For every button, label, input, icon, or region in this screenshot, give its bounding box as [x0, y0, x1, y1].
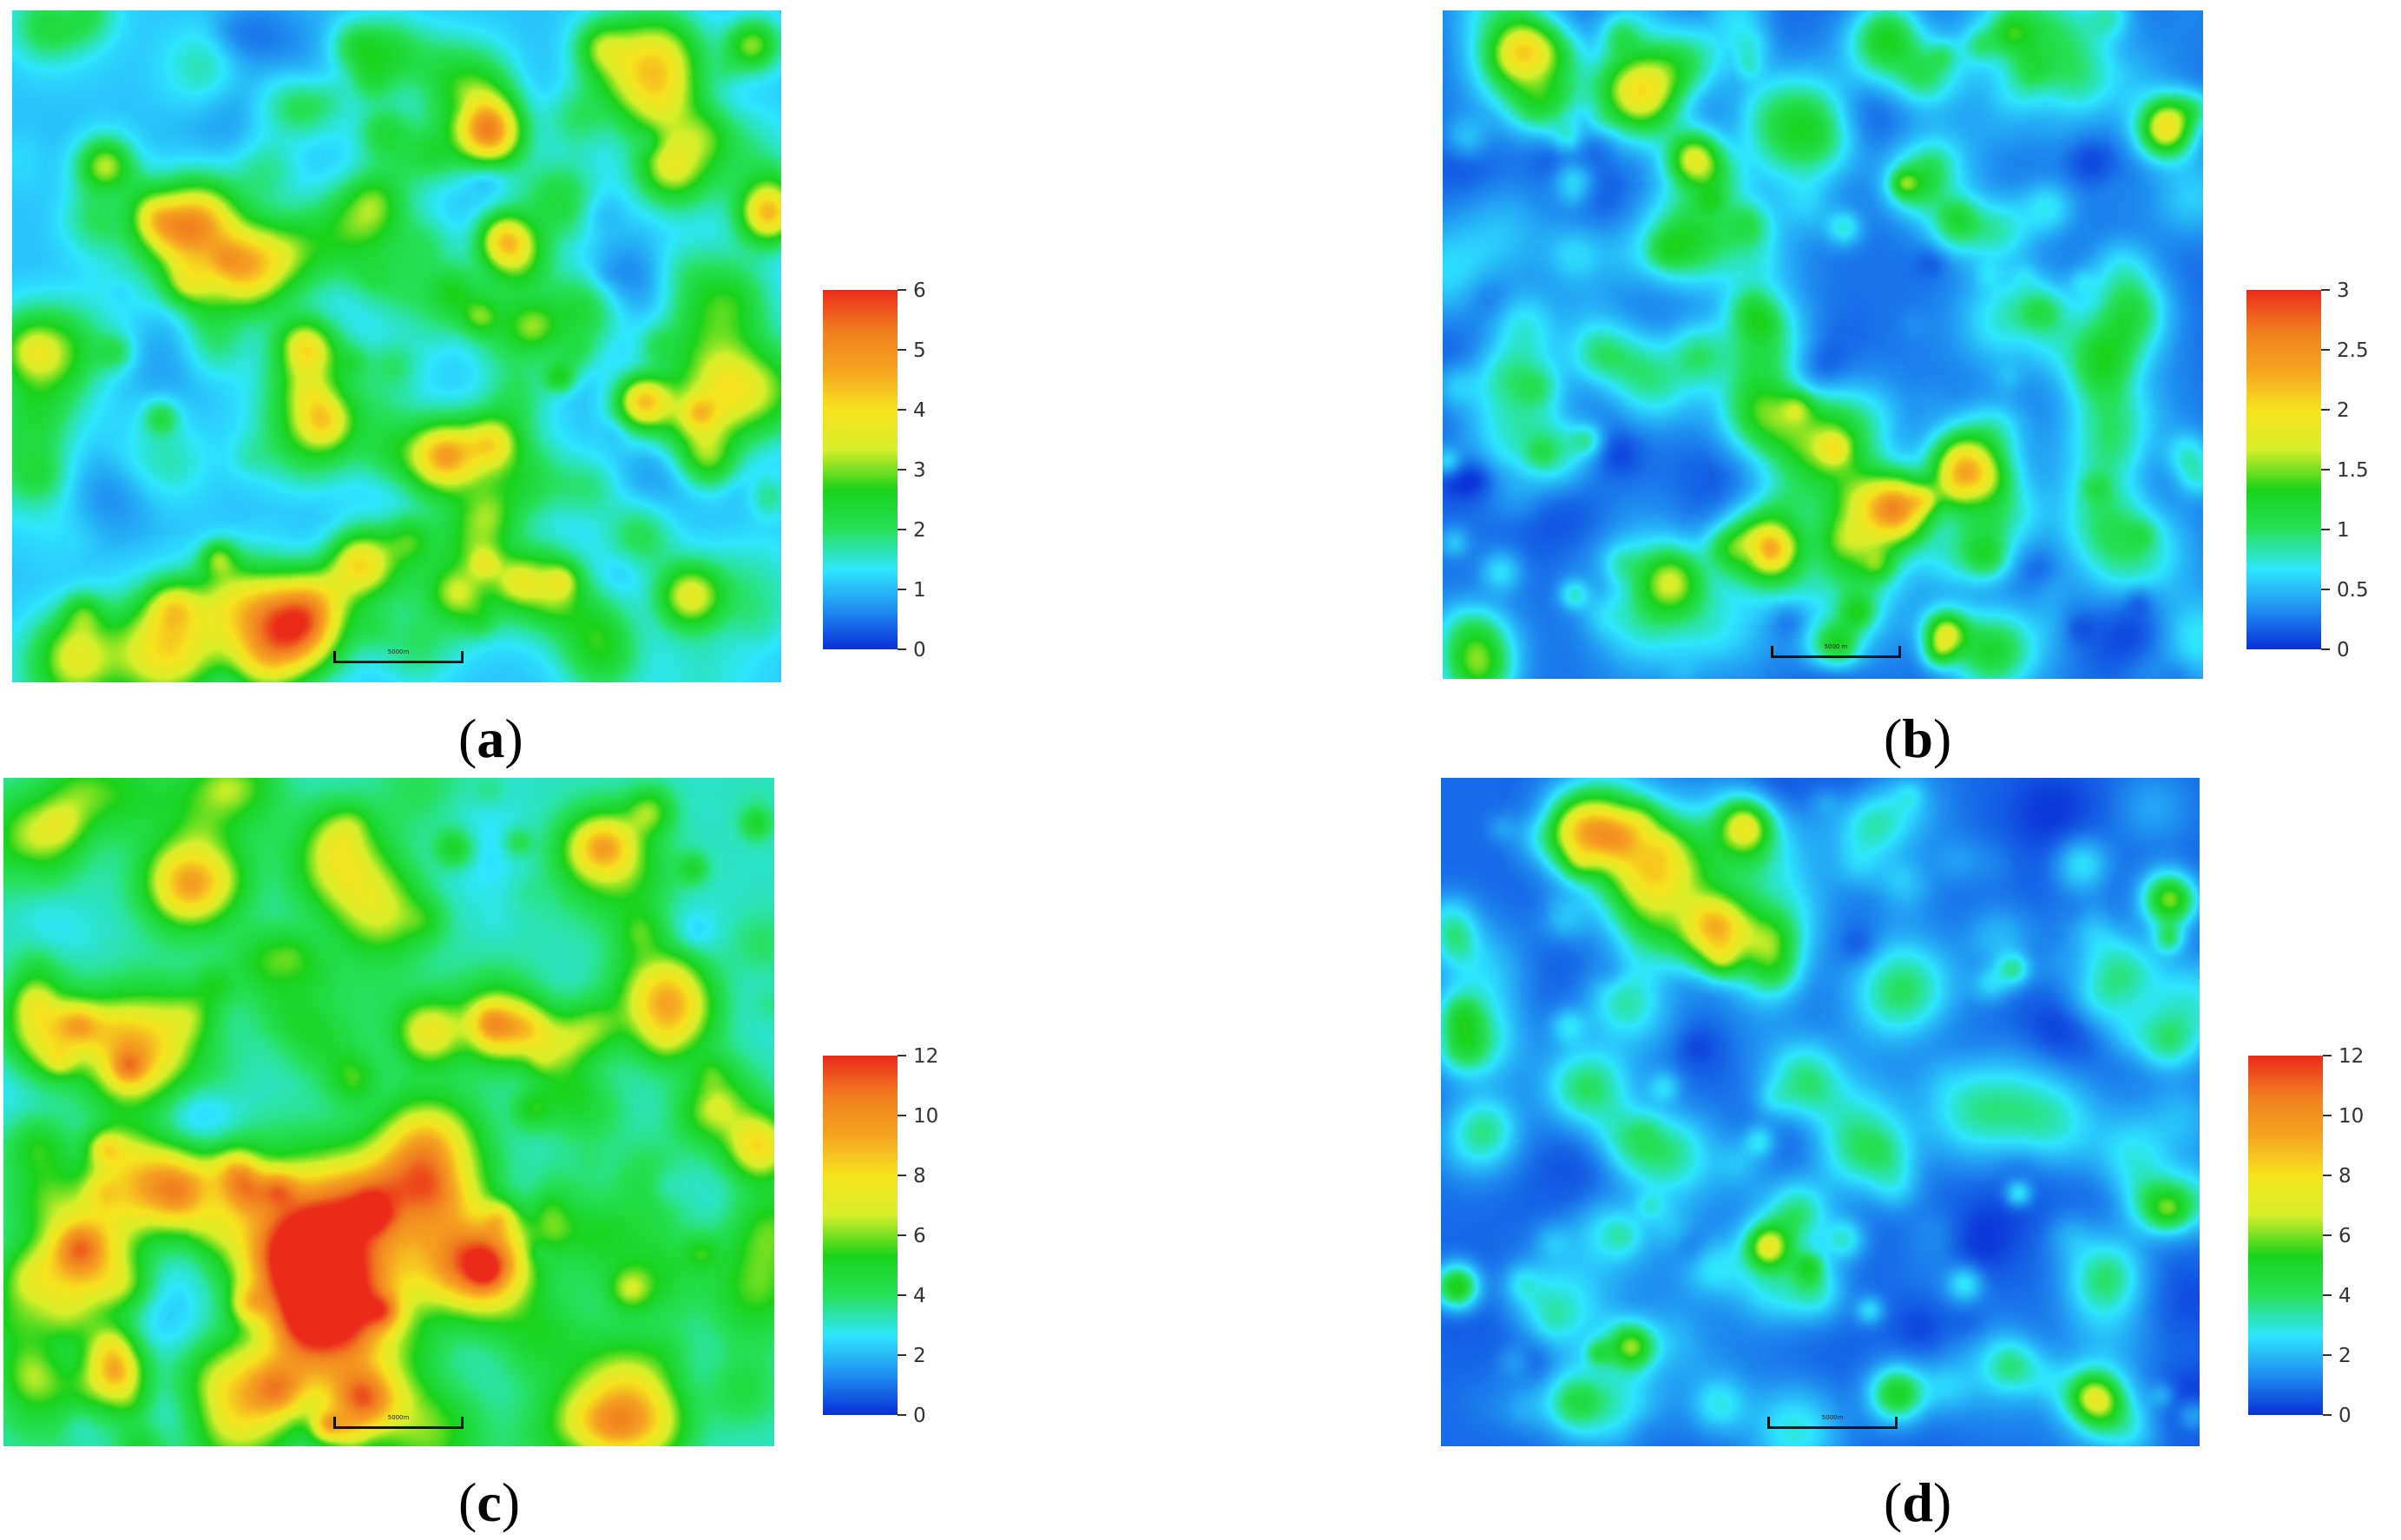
colorbar-c: 0 2 4 6 8 10 12 [823, 1045, 938, 1427]
colorbar-gradient [2246, 290, 2321, 649]
colorbar-tick-label: 6 [913, 280, 926, 302]
colorbar-tick-label: 0 [913, 1405, 926, 1427]
caption-d: (d) [1884, 1471, 1952, 1533]
caption-b: (b) [1884, 707, 1952, 769]
scale-bar-label-d: 5000m [1821, 1414, 1844, 1421]
scale-bar-label-b: 5000 m [1824, 643, 1848, 650]
scale-bar-a: 5000m [333, 648, 464, 663]
scale-bar-c: 5000m [333, 1414, 464, 1429]
colorbar-tick-label: 4 [2339, 1285, 2352, 1307]
colorbar-a: 0 1 2 3 4 5 6 [823, 280, 926, 661]
colorbar-tick-label: 2.5 [2337, 339, 2369, 362]
colorbar-tick-label: 10 [2339, 1105, 2364, 1128]
colorbar-tick-label: 2 [2337, 399, 2350, 422]
colorbar-tick-label: 4 [913, 1285, 926, 1307]
colorbar-tick-label: 2 [2339, 1345, 2352, 1367]
scale-bar-label-a: 5000m [387, 648, 410, 655]
colorbar-gradient [823, 290, 898, 649]
colorbar-tick-label: 3 [913, 459, 926, 482]
colorbar-tick-label: 0.5 [2337, 579, 2369, 602]
caption-a: (a) [458, 707, 523, 769]
colorbar-tick-label: 4 [913, 399, 926, 422]
colorbar-tick-label: 0 [2337, 639, 2350, 661]
scale-bar-label-c: 5000m [387, 1414, 410, 1421]
colorbar-tick-label: 3 [2337, 280, 2350, 302]
scale-bar-d: 5000m [1767, 1414, 1898, 1429]
caption-c: (c) [458, 1471, 521, 1533]
colorbar-tick-label: 1 [2337, 519, 2350, 542]
colorbar-tick-label: 6 [2339, 1225, 2352, 1247]
colorbar-tick-label: 8 [2339, 1165, 2352, 1188]
heatmap-a [12, 10, 781, 682]
colorbar-tick-label: 2 [913, 1345, 926, 1367]
colorbar-tick-label: 12 [2339, 1045, 2364, 1068]
scale-bar-b: 5000 m [1771, 643, 1901, 658]
colorbar-tick-label: 0 [913, 639, 926, 661]
colorbar-tick-label: 5 [913, 339, 926, 362]
colorbar-b: 0 0.5 1 1.5 2 2.5 3 [2246, 280, 2369, 661]
colorbar-tick-label: 10 [913, 1105, 938, 1128]
colorbar-tick-label: 12 [913, 1045, 938, 1068]
colorbar-tick-label: 2 [913, 519, 926, 542]
colorbar-tick-label: 8 [913, 1165, 926, 1188]
heatmap-b [1443, 10, 2203, 679]
colorbar-tick-label: 0 [2339, 1405, 2352, 1427]
heatmap-c [3, 778, 774, 1446]
colorbar-tick-label: 6 [913, 1225, 926, 1247]
colorbar-gradient [2248, 1056, 2323, 1415]
heatmap-d [1441, 778, 2200, 1446]
colorbar-gradient [823, 1056, 898, 1415]
colorbar-tick-label: 1.5 [2337, 459, 2369, 482]
colorbar-tick-label: 1 [913, 579, 926, 602]
colorbar-d: 0 2 4 6 8 10 12 [2248, 1045, 2364, 1427]
